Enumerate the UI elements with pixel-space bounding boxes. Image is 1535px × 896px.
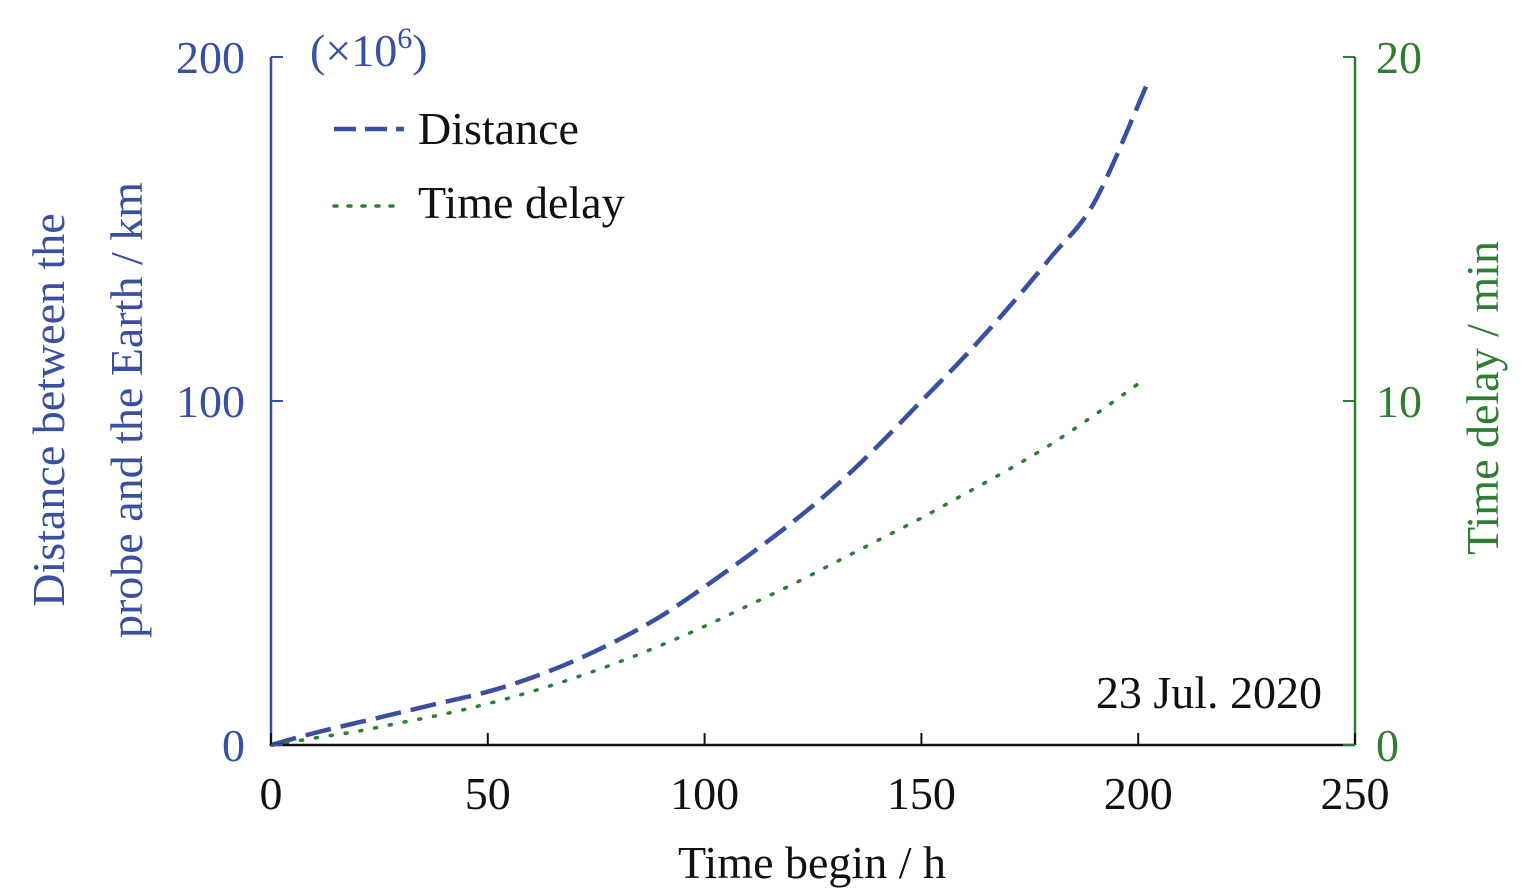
left-axis-multiplier-exponent: 6 [397,22,412,55]
date-annotation: 23 Jul. 2020 [1096,667,1322,718]
x-tick-label-250: 250 [1321,768,1390,819]
legend-label-time-delay: Time delay [418,177,625,228]
right-y-axis-label: Time delay / min [1457,241,1508,555]
x-tick-label-150: 150 [887,768,956,819]
right-y-tick-label-20: 20 [1376,32,1422,83]
left-y-axis-label-line2-group: probe and the Earth / km [101,182,152,638]
axes [269,57,1357,747]
plot-lines [269,83,1149,748]
right-y-axis-label-group: Time delay / min [1457,241,1508,555]
x-axis-label: Time begin / h [678,837,946,888]
left-y-tick-label-100: 100 [176,376,245,427]
x-tick-label-50: 50 [465,768,511,819]
series-line-distance [270,83,1149,748]
legend: Distance Time delay [332,103,625,228]
right-y-tick-label-10: 10 [1376,376,1422,427]
left-y-tick-label-0: 0 [222,720,245,771]
left-axis-multiplier-close: ) [412,25,427,76]
left-axis-multiplier-base: (×10 [310,25,397,76]
left-axis-multiplier: (×106) [310,22,428,76]
series-line-time-delay [269,382,1140,747]
x-tick-label-0: 0 [260,768,283,819]
legend-label-distance: Distance [418,103,579,154]
x-tick-label-100: 100 [670,768,739,819]
x-tick-label-200: 200 [1104,768,1173,819]
left-y-axis-label-line2: probe and the Earth / km [101,182,152,638]
left-y-axis-label-line1-group: Distance between the [23,213,74,606]
right-y-tick-label-0: 0 [1376,720,1399,771]
left-y-axis-label-line1: Distance between the [23,213,74,606]
left-y-tick-label-200: 200 [176,32,245,83]
